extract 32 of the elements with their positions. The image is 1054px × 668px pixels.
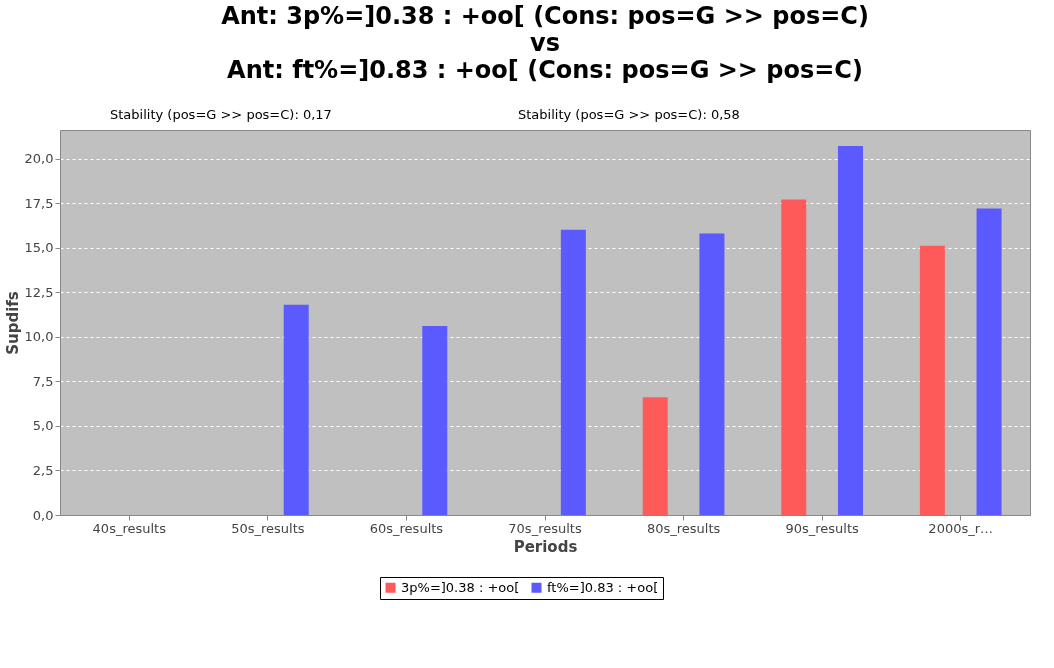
x-tick-label: 70s_results <box>508 520 582 536</box>
text: Stability (pos=G >> pos=C): 0,17 <box>110 107 332 122</box>
y-axis-title: Supdifs <box>3 291 22 355</box>
y-tick-label: 15,0 <box>24 240 54 256</box>
x-tick-label: 60s_results <box>369 520 444 536</box>
x-tick-label: 40s_results <box>92 520 167 536</box>
text: Stability (pos=G >> pos=C): 0,58 <box>518 107 740 122</box>
x-tick-label: 50s_results <box>231 520 305 536</box>
chart-title: Ant: 3p%=]0.38 : +oo[ (Cons: pos=G >> pos=C) vs Ant: ft%=]0.83 : +oo[ (Cons: pos=G >> pos=C) <box>221 2 869 84</box>
y-tick-label: 2,5 <box>32 462 54 478</box>
bar <box>781 199 807 515</box>
legend-label: ft%=]0.83 : +oo[ <box>547 579 659 595</box>
y-tick-label: 5,0 <box>32 418 54 434</box>
x-tick-label: 2000s_r… <box>928 520 994 536</box>
x-tick-label: 90s_results <box>785 520 860 536</box>
bar <box>976 208 1002 515</box>
y-tick-label: 17,5 <box>24 195 54 211</box>
bar <box>699 233 725 515</box>
bar <box>422 326 448 515</box>
bar <box>837 146 863 515</box>
y-tick-label: 7,5 <box>32 373 54 389</box>
bar <box>642 397 668 515</box>
y-tick-label: 10,0 <box>24 329 54 345</box>
y-tick-label: 0,0 <box>32 507 54 523</box>
bar <box>919 245 945 515</box>
x-tick-label: 80s_results <box>646 520 721 536</box>
y-tick-label: 12,5 <box>24 284 54 300</box>
legend-label: 3p%=]0.38 : +oo[ <box>401 579 520 595</box>
bar <box>283 304 309 515</box>
bar <box>560 229 586 515</box>
x-axis-title: Periods <box>513 537 578 556</box>
y-tick-label: 20,0 <box>24 151 54 167</box>
